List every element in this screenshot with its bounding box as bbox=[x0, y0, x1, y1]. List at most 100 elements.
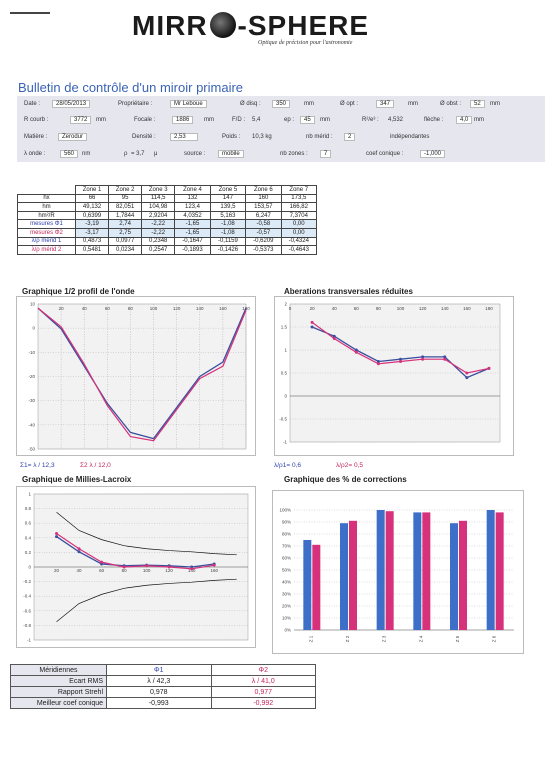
results-value-phi1: -0,993 bbox=[106, 697, 212, 709]
millies-chart-title: Graphique de Millies-Lacroix bbox=[22, 475, 132, 484]
correction-bar-1 bbox=[450, 523, 458, 630]
y-tick-label: 0.6 bbox=[25, 521, 32, 526]
y-tick-label: 10% bbox=[282, 616, 291, 621]
zones-row-label: hm²/R bbox=[17, 210, 76, 221]
x-tick-label: 100 bbox=[397, 306, 405, 311]
x-tick-label: 20 bbox=[54, 568, 60, 573]
x-tick-label: 20 bbox=[310, 306, 316, 311]
results-label: Rapport Strehl bbox=[10, 686, 107, 698]
x-tick-label: 80 bbox=[122, 568, 128, 573]
data-point bbox=[145, 564, 149, 568]
info-wavelength-value: 560 bbox=[60, 150, 79, 158]
x-tick-label: 40 bbox=[77, 568, 83, 573]
data-point bbox=[421, 355, 425, 359]
zones-cell: 173,5 bbox=[280, 193, 318, 204]
info-date-label: Date : bbox=[24, 101, 41, 107]
data-point bbox=[77, 547, 81, 551]
data-point bbox=[212, 563, 216, 567]
zones-cell: 0,00 bbox=[280, 227, 318, 238]
info-unit: μ bbox=[154, 151, 158, 157]
info-density-value: 2,53 bbox=[170, 133, 198, 141]
zones-cell: 153,57 bbox=[245, 202, 282, 212]
y-tick-label: -20 bbox=[28, 374, 35, 379]
zone-header: Zone 3 bbox=[141, 185, 176, 195]
correction-bar-1 bbox=[486, 510, 495, 630]
zones-cell: 114,5 bbox=[141, 193, 176, 204]
zones-row-label: hm bbox=[17, 202, 76, 212]
series-line-1 bbox=[56, 536, 215, 568]
x-tick-label: 100 bbox=[150, 306, 158, 311]
zones-cell: -0,1426 bbox=[209, 245, 247, 255]
zones-corner bbox=[18, 186, 76, 195]
zones-cell: -1,08 bbox=[209, 227, 247, 238]
data-point bbox=[122, 565, 126, 569]
zones-cell: -3,17 bbox=[74, 227, 110, 238]
zones-row-label: λ/ρ mérid 2 bbox=[17, 245, 76, 255]
data-point bbox=[421, 357, 425, 361]
info-material-label: Matière : bbox=[24, 134, 48, 140]
zones-cell: 6,247 bbox=[245, 210, 282, 221]
info-unit: nm bbox=[82, 151, 91, 157]
page-header: MIRR -SPHERE Optique de précision pour l'… bbox=[0, 0, 560, 70]
info-fd-value: 5,4 bbox=[252, 117, 261, 123]
zones-table: Zone 1 Zone 2 Zone 3 Zone 4 Zone 5 Zone … bbox=[17, 185, 318, 255]
zones-cell: 0,0234 bbox=[108, 245, 143, 255]
zones-cell: 139,5 bbox=[209, 202, 247, 212]
x-tick-label: 140 bbox=[441, 306, 449, 311]
info-source-value: mobile bbox=[218, 150, 244, 158]
zones-cell: -0,57 bbox=[245, 227, 282, 238]
data-point bbox=[55, 535, 59, 539]
y-tick-label: 50% bbox=[282, 568, 291, 573]
zones-cell: 147 bbox=[209, 193, 247, 204]
tagline: Optique de précision pour l'astronomie bbox=[258, 40, 353, 46]
correction-bar-1 bbox=[303, 540, 312, 630]
zone-header: Zone 7 bbox=[280, 185, 318, 195]
info-unit: mm bbox=[204, 117, 214, 123]
info-weight-value: 10,3 kg bbox=[252, 134, 272, 140]
wavefront-chart-title: Graphique 1/2 profil de l'onde bbox=[22, 287, 135, 296]
results-row-conic: Meilleur coef conique -0,993 -0,992 bbox=[10, 697, 316, 709]
series-line-2 bbox=[56, 533, 215, 570]
data-point bbox=[100, 560, 104, 564]
results-label: Meilleur coef conique bbox=[10, 697, 107, 709]
data-point bbox=[77, 550, 81, 554]
results-value-phi1: λ / 42,3 bbox=[106, 675, 212, 687]
x-tick-label: 160 bbox=[463, 306, 471, 311]
zones-cell: 123,4 bbox=[174, 202, 211, 212]
info-sag-label: flèche : bbox=[424, 117, 444, 123]
info-focal-label: Focale : bbox=[134, 117, 156, 123]
aberrations-chart-title: Aberations transversales réduites bbox=[284, 287, 413, 296]
results-row-rms: Ecart RMS λ / 42,3 λ / 41,0 bbox=[10, 675, 316, 687]
data-point bbox=[310, 320, 314, 324]
correction-bar-1 bbox=[413, 512, 422, 630]
page-title: Bulletin de contrôle d'un miroir primair… bbox=[18, 80, 244, 95]
info-r2e3-value: 4,532 bbox=[388, 117, 404, 123]
correction-bar-2 bbox=[312, 544, 321, 630]
zones-cell: 0,0977 bbox=[108, 236, 143, 247]
results-value-phi2: λ / 41,0 bbox=[210, 675, 316, 687]
zones-cell: 5,163 bbox=[209, 210, 247, 221]
info-meridian-count-label: nb mérid : bbox=[306, 134, 333, 140]
data-point bbox=[376, 360, 380, 363]
x-tick-label: 160 bbox=[210, 568, 218, 573]
results-value-phi2: -0,992 bbox=[210, 697, 316, 709]
lambda-rho2-value: λ/ρ2= 0,5 bbox=[336, 462, 364, 469]
data-point bbox=[310, 325, 314, 329]
info-unit: mm bbox=[408, 101, 418, 107]
category-label: Z 5 bbox=[455, 635, 460, 642]
correction-bar-2 bbox=[459, 520, 467, 630]
zones-cell: 2,75 bbox=[108, 227, 143, 238]
correction-bar-2 bbox=[422, 512, 431, 630]
results-value-phi1: 0,978 bbox=[106, 686, 212, 698]
info-conic-label: coef conique : bbox=[366, 151, 404, 157]
info-thickness-label: ep : bbox=[284, 117, 295, 123]
info-radius-value: 3772 bbox=[70, 116, 92, 124]
x-tick-label: 160 bbox=[219, 306, 227, 311]
info-unit: mm bbox=[490, 101, 500, 107]
y-tick-label: 80% bbox=[282, 532, 291, 537]
x-tick-label: 120 bbox=[173, 306, 181, 311]
aberrations-chart: 2 1.5 1 0.5 0 -0.5 -1 0 20 40 60 80 100 120 140 160 180 bbox=[274, 296, 514, 456]
info-thickness-value: 45 bbox=[300, 116, 315, 124]
x-tick-label: 60 bbox=[105, 306, 111, 311]
results-label: Ecart RMS bbox=[10, 675, 107, 687]
